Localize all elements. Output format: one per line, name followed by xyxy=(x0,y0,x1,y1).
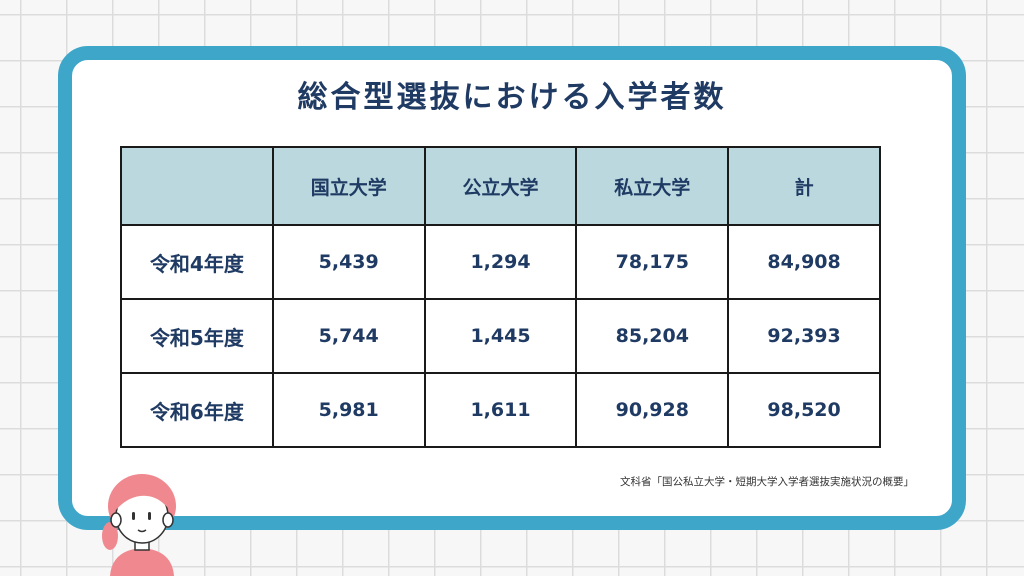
table-cell: 84,908 xyxy=(727,224,881,300)
table-header-row: 国立大学 公立大学 私立大学 計 xyxy=(120,146,881,226)
table-row: 令和6年度 5,981 1,611 90,928 98,520 xyxy=(120,372,881,448)
header-public: 公立大学 xyxy=(423,146,578,226)
table-cell: 1,294 xyxy=(423,224,578,300)
header-national: 国立大学 xyxy=(271,146,426,226)
table-cell: 92,393 xyxy=(727,298,881,374)
table-cell: 98,520 xyxy=(727,372,881,448)
table-row: 令和5年度 5,744 1,445 85,204 92,393 xyxy=(120,298,881,374)
table-cell: 1,445 xyxy=(423,298,578,374)
table-cell: 85,204 xyxy=(575,298,730,374)
table-cell: 78,175 xyxy=(575,224,730,300)
row-label: 令和4年度 xyxy=(120,224,274,300)
row-label: 令和6年度 xyxy=(120,372,274,448)
admissions-table: 国立大学 公立大学 私立大学 計 令和4年度 5,439 1,294 78,17… xyxy=(120,146,881,448)
header-private: 私立大学 xyxy=(575,146,730,226)
table-cell: 5,439 xyxy=(271,224,426,300)
table-cell: 5,744 xyxy=(271,298,426,374)
header-total: 計 xyxy=(727,146,881,226)
girl-avatar-icon xyxy=(102,474,176,576)
table-cell: 5,981 xyxy=(271,372,426,448)
table-row: 令和4年度 5,439 1,294 78,175 84,908 xyxy=(120,224,881,300)
page-title: 総合型選抜における入学者数 xyxy=(297,80,727,115)
table-cell: 1,611 xyxy=(423,372,578,448)
header-corner-cell xyxy=(120,146,274,226)
row-label: 令和5年度 xyxy=(120,298,274,374)
source-note: 文科省「国公私立大学・短期大学入学者選抜実施状況の概要」 xyxy=(620,476,914,488)
table-cell: 90,928 xyxy=(575,372,730,448)
